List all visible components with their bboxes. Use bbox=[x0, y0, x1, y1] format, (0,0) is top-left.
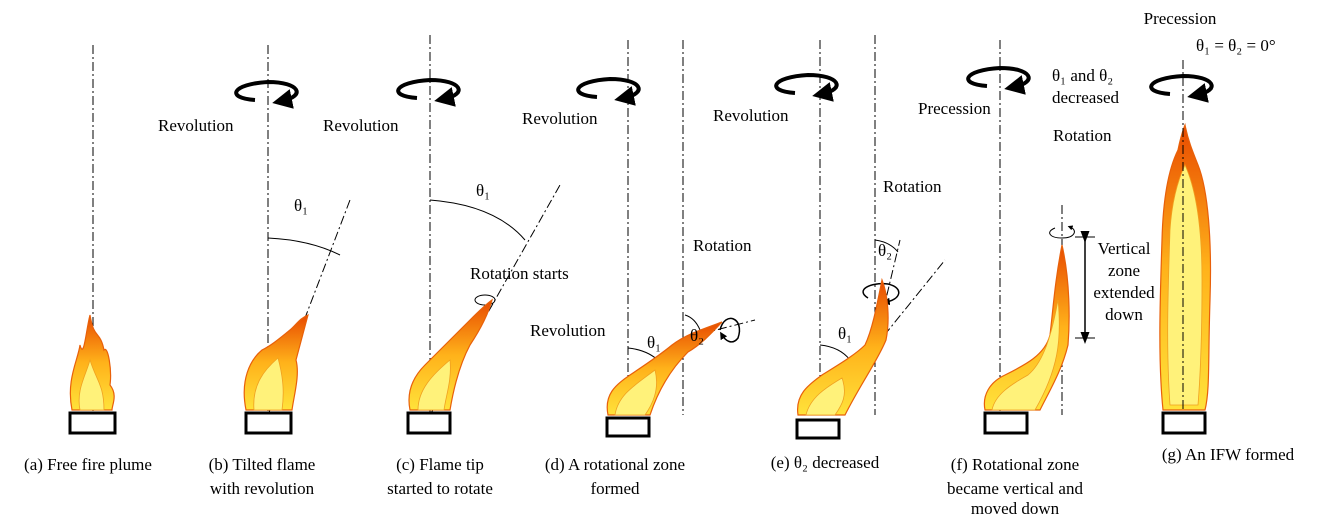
label: Rotation bbox=[1053, 126, 1112, 145]
caption: (c) Flame tip bbox=[396, 455, 484, 474]
label: θ₁ bbox=[294, 196, 308, 215]
label: Vertical bbox=[1098, 239, 1151, 258]
caption: (f) Rotational zone bbox=[951, 455, 1079, 474]
panel-c: Revolution θ₁ Rotation starts (c) Flame … bbox=[323, 35, 569, 498]
panel-g: Precession θ₁ = θ₂ = 0° (g) An IFW forme… bbox=[1144, 9, 1295, 464]
label: Revolution bbox=[530, 321, 606, 340]
label: θ₁ and θ₂ bbox=[1052, 66, 1113, 85]
label: θ₂ bbox=[690, 326, 704, 345]
label: Precession bbox=[918, 99, 991, 118]
caption: moved down bbox=[971, 499, 1060, 518]
panel-f: Precession θ₁ and θ₂ decreased Rotation … bbox=[918, 40, 1155, 518]
label: θ₁ bbox=[838, 324, 852, 343]
label: Precession bbox=[1144, 9, 1217, 28]
label: Rotation bbox=[693, 236, 752, 255]
label: extended bbox=[1093, 283, 1155, 302]
label: Revolution bbox=[713, 106, 789, 125]
label: zone bbox=[1108, 261, 1140, 280]
label: down bbox=[1105, 305, 1143, 324]
panel-b: Revolution θ₁ (b) Tilted flame with revo… bbox=[158, 45, 350, 498]
label: θ₁ bbox=[476, 181, 490, 200]
label: θ₂ bbox=[878, 241, 892, 260]
caption: (e) θ₂ decreased bbox=[771, 453, 880, 472]
label: Revolution bbox=[158, 116, 234, 135]
caption: with revolution bbox=[210, 479, 315, 498]
label: Rotation starts bbox=[470, 264, 569, 283]
caption: (d) A rotational zone bbox=[545, 455, 685, 474]
label: θ₁ bbox=[647, 333, 661, 352]
label: Rotation bbox=[883, 177, 942, 196]
diagram: (a) Free fire plume Revolution θ₁ (b) Ti… bbox=[0, 0, 1321, 519]
caption: formed bbox=[590, 479, 640, 498]
caption: started to rotate bbox=[387, 479, 493, 498]
panel-a: (a) Free fire plume bbox=[24, 45, 152, 474]
caption: (g) An IFW formed bbox=[1162, 445, 1295, 464]
label: Revolution bbox=[323, 116, 399, 135]
caption: (b) Tilted flame bbox=[209, 455, 316, 474]
label: Revolution bbox=[522, 109, 598, 128]
label: θ₁ = θ₂ = 0° bbox=[1196, 36, 1276, 55]
caption: (a) Free fire plume bbox=[24, 455, 152, 474]
caption: became vertical and bbox=[947, 479, 1083, 498]
label: decreased bbox=[1052, 88, 1120, 107]
